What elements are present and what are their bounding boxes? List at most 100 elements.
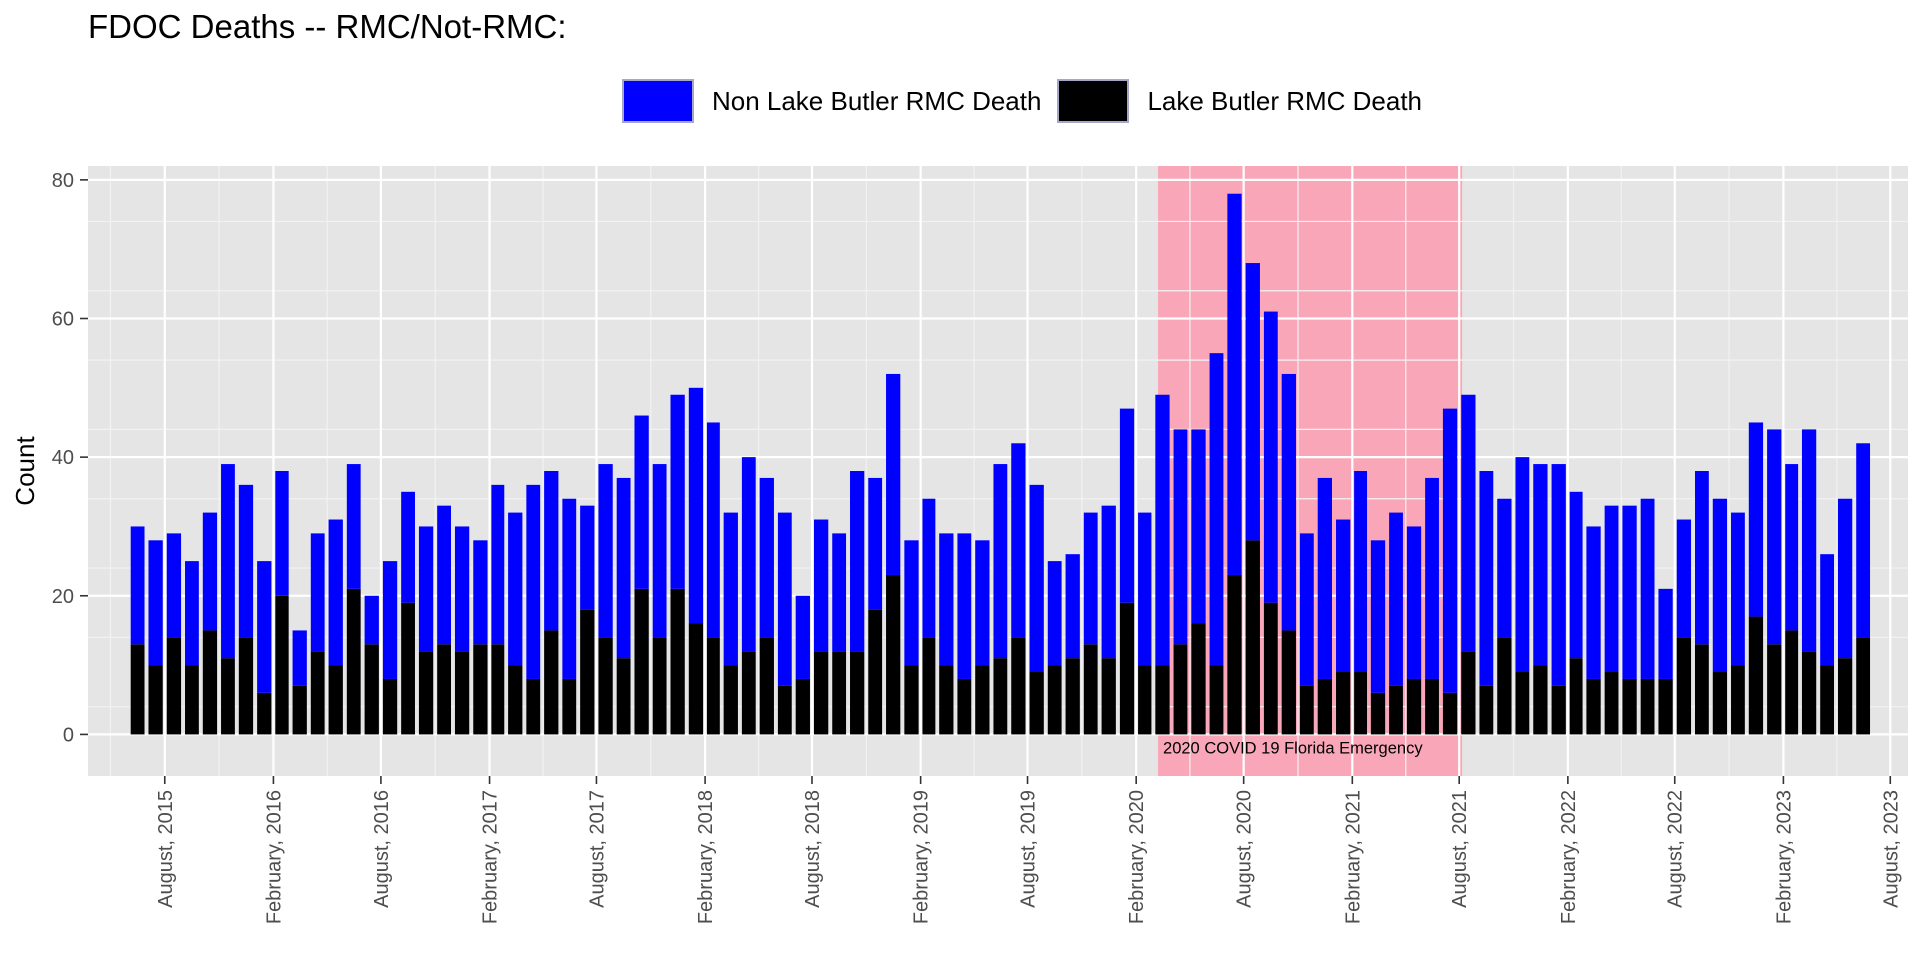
bar-non-rmc — [1586, 526, 1601, 679]
bar-rmc — [1155, 665, 1170, 735]
bar-non-rmc — [1101, 505, 1116, 659]
bar-rmc — [1209, 665, 1224, 735]
bar-rmc — [777, 685, 792, 735]
bar-rmc — [292, 685, 307, 735]
bar-rmc — [346, 588, 361, 735]
bar-non-rmc — [1856, 443, 1871, 638]
bar-rmc — [1083, 644, 1098, 735]
bar-rmc — [1299, 685, 1314, 735]
bar-non-rmc — [1622, 505, 1637, 679]
bar-non-rmc — [670, 394, 685, 589]
bar-rmc — [1622, 678, 1637, 735]
bar-rmc — [1479, 685, 1494, 735]
bar-non-rmc — [544, 471, 559, 631]
bar-non-rmc — [1065, 554, 1080, 659]
bar-rmc — [723, 665, 738, 735]
y-tick-label: 20 — [52, 586, 74, 608]
bar-non-rmc — [1317, 477, 1332, 679]
x-tick-label: August, 2015 — [155, 790, 177, 908]
x-tick-label: August, 2023 — [1880, 790, 1902, 908]
bar-rmc — [1101, 658, 1116, 735]
bar-rmc — [1336, 672, 1351, 735]
bar-non-rmc — [346, 464, 361, 589]
bar-non-rmc — [993, 464, 1008, 659]
bar-rmc — [238, 637, 254, 735]
bar-non-rmc — [652, 464, 667, 638]
bar-rmc — [310, 651, 325, 735]
y-axis-title: Count — [10, 436, 40, 506]
bar-rmc — [275, 595, 289, 735]
bar-rmc — [1354, 672, 1368, 735]
bar-rmc — [904, 665, 919, 735]
bar-rmc — [652, 637, 667, 735]
bar-non-rmc — [1227, 193, 1242, 575]
bar-non-rmc — [1694, 471, 1709, 645]
bar-rmc — [850, 651, 865, 735]
bar-non-rmc — [1173, 429, 1188, 645]
bar-non-rmc — [473, 540, 488, 645]
bar-rmc — [1406, 678, 1422, 735]
bar-rmc — [166, 637, 182, 735]
bar-rmc — [1389, 685, 1403, 735]
bar-non-rmc — [1533, 464, 1548, 666]
bar-rmc — [975, 665, 990, 735]
bar-non-rmc — [1083, 512, 1098, 645]
bar-non-rmc — [1389, 512, 1403, 686]
bar-rmc — [1425, 678, 1439, 735]
bar-rmc — [868, 609, 883, 735]
bar-non-rmc — [598, 464, 613, 638]
legend-key-non-rmc — [621, 79, 694, 123]
bar-rmc — [1533, 665, 1548, 735]
bar-non-rmc — [130, 526, 145, 645]
bar-non-rmc — [238, 484, 254, 638]
bar-non-rmc — [850, 471, 865, 652]
bar-rmc — [1245, 540, 1260, 735]
bar-non-rmc — [904, 540, 919, 666]
bar-rmc — [437, 644, 451, 735]
bar-non-rmc — [580, 505, 595, 610]
bar-non-rmc — [221, 464, 235, 659]
bar-non-rmc — [759, 477, 774, 638]
x-tick-label: February, 2021 — [1342, 790, 1364, 924]
bar-non-rmc — [202, 512, 218, 631]
bar-non-rmc — [257, 561, 272, 693]
bar-rmc — [1837, 658, 1853, 735]
bar-rmc — [741, 651, 756, 735]
legend-key-rmc — [1057, 79, 1130, 123]
bar-non-rmc — [1801, 429, 1817, 652]
bar-rmc — [616, 658, 631, 735]
bar-rmc — [544, 630, 559, 735]
x-tick-label: August, 2021 — [1449, 790, 1471, 908]
bar-non-rmc — [1047, 561, 1062, 666]
bar-non-rmc — [328, 519, 343, 666]
bar-non-rmc — [508, 512, 523, 666]
bar-non-rmc — [813, 519, 829, 652]
bar-non-rmc — [1767, 429, 1782, 645]
x-tick-label: February, 2016 — [263, 790, 285, 924]
bar-non-rmc — [1461, 394, 1476, 652]
bar-non-rmc — [185, 561, 199, 666]
x-tick-label: February, 2017 — [480, 790, 502, 924]
bar-rmc — [886, 574, 901, 735]
bar-non-rmc — [706, 422, 720, 638]
bar-non-rmc — [1820, 554, 1835, 666]
bar-non-rmc — [1658, 588, 1673, 679]
bar-rmc — [1138, 665, 1152, 735]
bar-non-rmc — [454, 526, 470, 652]
x-tick-label: February, 2022 — [1558, 790, 1580, 924]
bar-rmc — [688, 623, 704, 735]
bar-rmc — [1263, 602, 1278, 735]
legend-entry-rmc: Lake Butler RMC Death — [1057, 79, 1422, 123]
bar-non-rmc — [688, 387, 704, 624]
bar-rmc — [1119, 602, 1135, 735]
bar-non-rmc — [1299, 533, 1314, 686]
bar-non-rmc — [1138, 512, 1152, 666]
bar-rmc — [706, 637, 720, 735]
x-tick-label: August, 2017 — [586, 790, 608, 908]
bar-rmc — [130, 644, 145, 735]
bar-non-rmc — [1785, 464, 1799, 631]
legend: Non Lake Butler RMC Death Lake Butler RM… — [0, 76, 1920, 126]
bar-rmc — [418, 651, 434, 735]
bar-rmc — [473, 644, 488, 735]
